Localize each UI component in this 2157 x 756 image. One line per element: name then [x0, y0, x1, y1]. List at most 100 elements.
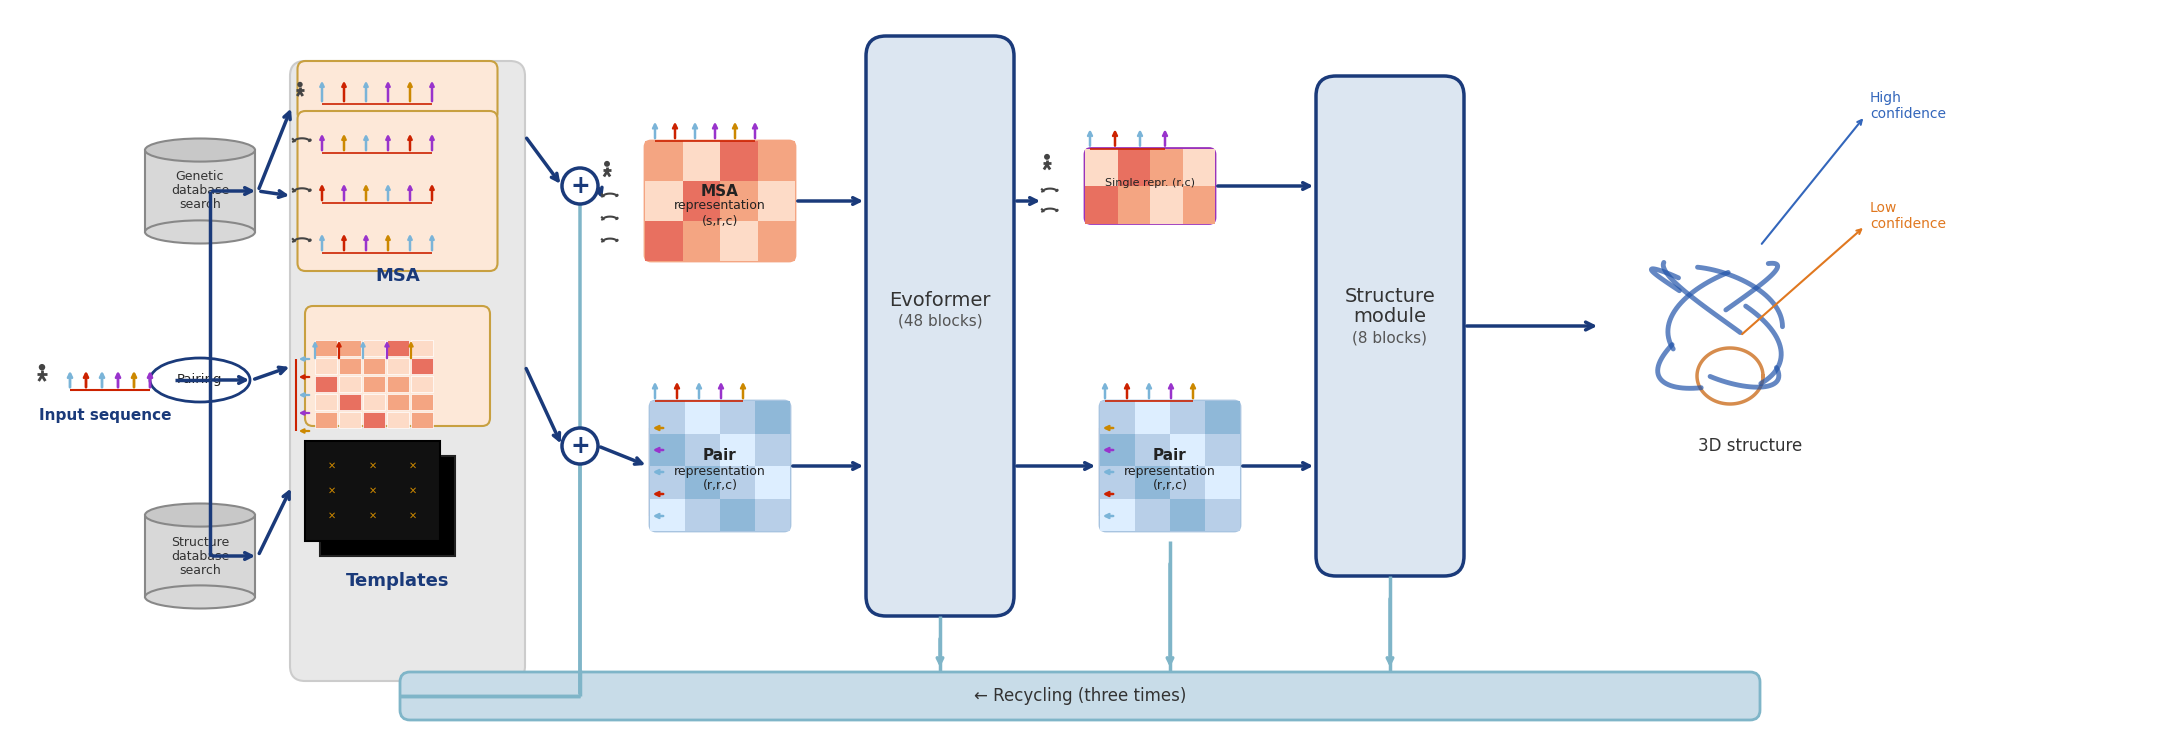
Text: +: +	[569, 174, 589, 198]
Text: 3D structure: 3D structure	[1698, 437, 1801, 455]
Text: MSA: MSA	[375, 267, 421, 285]
FancyBboxPatch shape	[645, 141, 796, 261]
Text: ✕: ✕	[369, 486, 377, 496]
Text: search: search	[179, 563, 220, 577]
Circle shape	[39, 364, 45, 370]
Text: Structure: Structure	[1344, 287, 1434, 305]
Bar	[720, 433, 755, 466]
Bar	[339, 376, 360, 392]
Text: ← Recycling (three times): ← Recycling (three times)	[973, 687, 1186, 705]
Text: Genetic: Genetic	[175, 171, 224, 184]
Text: MSA: MSA	[701, 184, 740, 199]
Bar	[1117, 186, 1150, 224]
Bar	[755, 433, 789, 466]
Text: High
confidence: High confidence	[1870, 91, 1946, 121]
Bar	[339, 412, 360, 428]
Circle shape	[615, 217, 619, 220]
Bar	[1135, 401, 1169, 433]
Bar	[645, 141, 682, 181]
Bar	[412, 358, 434, 374]
Text: Low
confidence: Low confidence	[1870, 201, 1946, 231]
Bar	[412, 412, 434, 428]
Bar	[757, 141, 796, 181]
Bar	[1100, 433, 1135, 466]
FancyBboxPatch shape	[1100, 401, 1240, 531]
Text: ✕: ✕	[410, 486, 416, 496]
Text: ✕: ✕	[369, 511, 377, 521]
Bar	[304, 441, 440, 541]
Bar	[319, 456, 455, 556]
Bar	[649, 401, 686, 433]
Ellipse shape	[145, 585, 255, 609]
Circle shape	[1055, 209, 1059, 212]
Text: Templates: Templates	[345, 572, 449, 590]
Bar	[720, 466, 755, 498]
Bar	[649, 498, 686, 531]
Text: module: module	[1352, 306, 1426, 326]
Bar	[1100, 466, 1135, 498]
Text: Evoformer: Evoformer	[889, 292, 990, 311]
Bar	[682, 181, 720, 221]
Bar	[720, 498, 755, 531]
Circle shape	[308, 138, 313, 141]
Bar	[1169, 466, 1206, 498]
Bar	[1182, 148, 1214, 186]
Bar	[1100, 401, 1135, 433]
Bar	[339, 340, 360, 356]
Circle shape	[604, 161, 610, 167]
Bar	[386, 394, 410, 410]
Bar	[720, 141, 757, 181]
Bar	[755, 466, 789, 498]
Bar	[645, 221, 682, 261]
Bar	[386, 358, 410, 374]
Bar	[1085, 186, 1117, 224]
FancyBboxPatch shape	[304, 306, 490, 426]
Text: Single repr. (r,c): Single repr. (r,c)	[1104, 178, 1195, 188]
Bar	[362, 412, 384, 428]
Text: (8 blocks): (8 blocks)	[1352, 330, 1428, 345]
Bar	[315, 376, 336, 392]
Bar	[649, 433, 686, 466]
Circle shape	[298, 82, 302, 87]
Bar	[412, 394, 434, 410]
Bar	[686, 498, 720, 531]
Bar	[339, 358, 360, 374]
Bar	[1169, 401, 1206, 433]
Circle shape	[615, 239, 619, 242]
Bar	[686, 466, 720, 498]
FancyBboxPatch shape	[298, 61, 498, 121]
FancyBboxPatch shape	[649, 401, 789, 531]
Ellipse shape	[151, 358, 250, 402]
Text: ✕: ✕	[410, 461, 416, 471]
Bar	[362, 394, 384, 410]
Bar	[1150, 186, 1182, 224]
Bar	[682, 141, 720, 181]
Text: Structure: Structure	[170, 535, 229, 549]
Circle shape	[615, 194, 619, 197]
Ellipse shape	[145, 503, 255, 527]
Bar	[386, 412, 410, 428]
Bar	[1206, 401, 1240, 433]
Bar	[315, 394, 336, 410]
Bar	[649, 466, 686, 498]
Text: representation: representation	[1124, 464, 1217, 478]
Bar	[362, 376, 384, 392]
Text: (r,r,c): (r,r,c)	[1152, 479, 1189, 492]
Text: Input sequence: Input sequence	[39, 408, 170, 423]
Bar	[1085, 148, 1117, 186]
Text: representation: representation	[675, 464, 766, 478]
Bar	[1135, 466, 1169, 498]
Bar	[412, 376, 434, 392]
Circle shape	[308, 188, 313, 192]
Bar	[686, 401, 720, 433]
Bar	[645, 181, 682, 221]
Text: (s,r,c): (s,r,c)	[701, 215, 738, 228]
Bar	[1206, 433, 1240, 466]
FancyBboxPatch shape	[298, 111, 498, 271]
Text: search: search	[179, 199, 220, 212]
Bar	[686, 433, 720, 466]
Circle shape	[1044, 154, 1050, 160]
Circle shape	[563, 168, 597, 204]
Bar	[1169, 433, 1206, 466]
Text: ✕: ✕	[328, 461, 336, 471]
